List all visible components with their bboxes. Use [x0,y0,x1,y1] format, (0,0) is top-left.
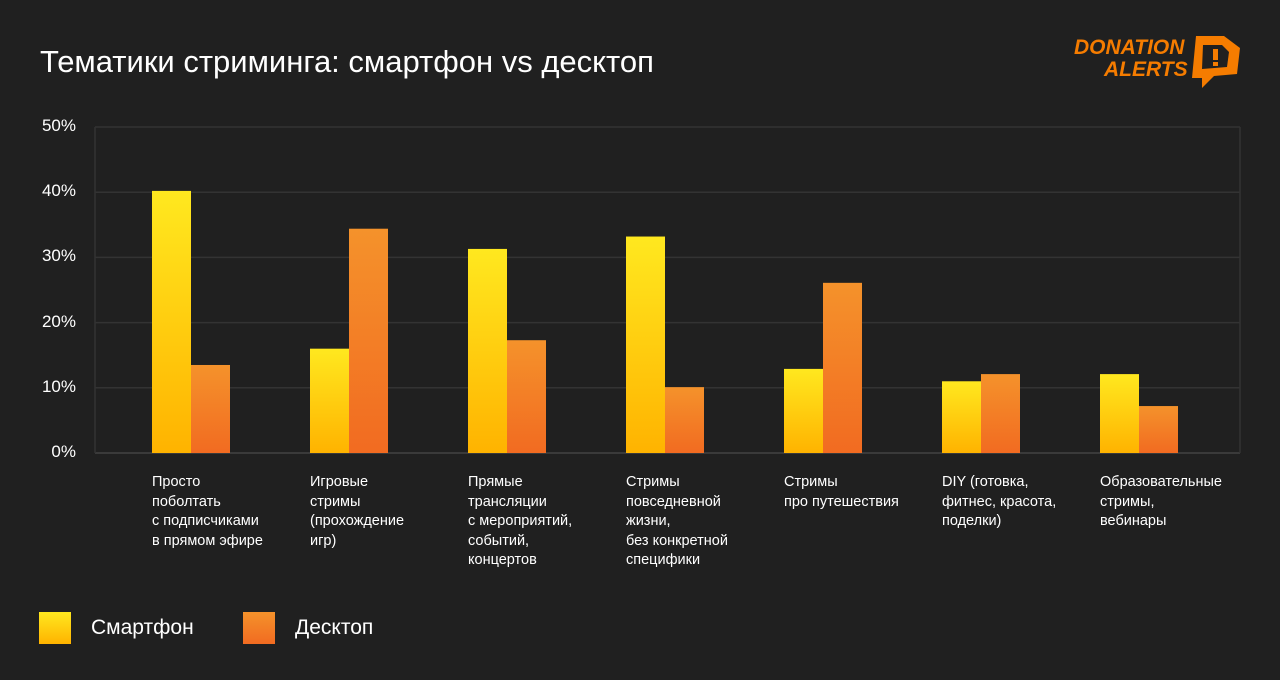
logo-line2: ALERTS [1103,58,1188,81]
x-category-label: Просто поболтать с подписчиками в прямом эф… [152,473,312,551]
x-category-label: Стримы про путешествия [784,473,944,512]
x-label-line: концертов [468,552,537,568]
x-label-line: стримы [310,493,361,510]
bar-smartphone [468,248,507,453]
x-category-label: Прямые трансляции с мероприятий, событий, ко… [468,473,628,571]
x-label-line: жизни, [626,513,671,529]
y-tick-label: 40% [41,181,76,201]
x-label-line: игр) [310,532,337,549]
x-label-line: фитнес, красота, [942,493,1057,510]
bar-desktop [349,228,388,453]
y-tick-label: 10% [41,376,76,396]
legend-item-desktop: Десктоп [243,612,373,644]
x-category-label: Стримы повседневной жизни, без конкретной сп… [626,473,786,571]
legend-label-desktop: Десктоп [295,616,374,639]
x-label-line: повседневной [626,493,721,510]
donationalerts-logo: DONATION ALERTS [1074,34,1244,99]
bar-desktop [981,374,1020,453]
x-label-line: Прямые [468,474,523,490]
bar-desktop [823,282,862,453]
legend-swatch-smartphone [39,612,71,644]
y-tick-label: 50% [41,116,76,135]
bar-smartphone [942,381,981,453]
x-label-line: Игровые [310,474,369,490]
x-label-line: Образовательные [1100,474,1222,490]
chart-title: Тематики стриминга: смартфон vs десктоп [40,44,654,79]
x-label-line: поделки) [942,513,1002,529]
x-label-line: (прохождение [310,513,405,529]
y-tick-label: 0% [51,442,76,461]
x-label-line: с подписчиками [152,513,259,529]
bar-desktop [1139,406,1178,453]
x-category-label: DIY (готовка, фитнес, красота, поделки) [942,473,1102,532]
x-label-line: без конкретной [626,532,728,549]
y-tick-label: 30% [41,246,76,266]
x-label-line: Стримы [784,474,838,490]
x-label-line: Просто [152,474,201,490]
x-label-line: событий, [468,532,530,549]
x-label-line: про путешествия [784,493,899,510]
x-label-line: с мероприятий, [468,513,573,529]
logo-line1: DONATION [1074,36,1185,59]
x-label-line: стримы, [1100,493,1155,510]
bar-desktop [191,364,230,453]
bar-desktop [507,340,546,453]
bar-smartphone [1100,374,1139,453]
legend-swatch-desktop [243,612,275,644]
x-label-line: вебинары [1100,513,1167,529]
bar-smartphone [310,348,349,453]
legend-label-smartphone: Смартфон [91,616,194,639]
legend-item-smartphone: Смартфон [39,612,194,644]
x-label-line: Стримы [626,474,680,490]
x-label-line: специфики [626,552,701,568]
x-label-line: трансляции [468,493,547,510]
bar-desktop [665,387,704,453]
y-tick-label: 20% [41,311,76,331]
bar-smartphone [626,236,665,453]
x-label-line: поболтать [152,493,221,510]
bar-smartphone [152,190,191,453]
x-label-line: в прямом эфире [152,532,263,549]
x-label-line: DIY (готовка, [942,474,1029,490]
bar-smartphone [784,368,823,453]
x-category-label: Игровые стримы (прохождение игр) [310,473,470,551]
x-category-label: Образовательные стримы, вебинары [1100,473,1260,532]
